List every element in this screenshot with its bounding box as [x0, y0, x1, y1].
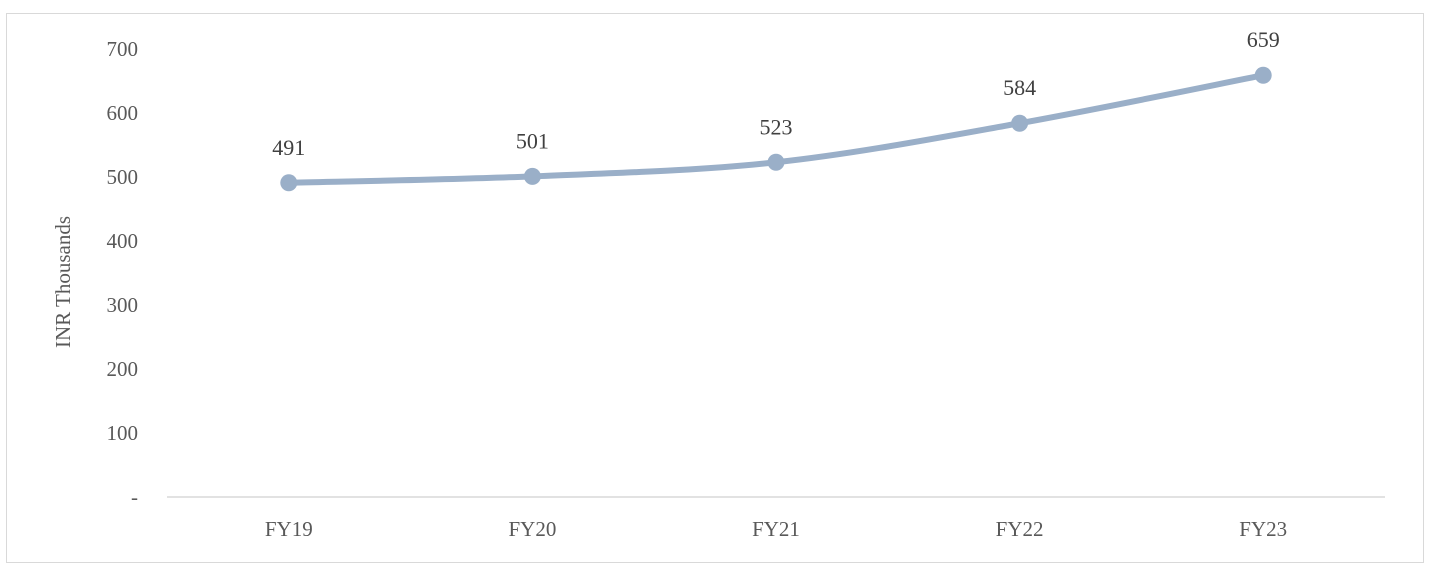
x-tick-label: FY21 — [752, 517, 800, 541]
y-axis-title: INR Thousands — [51, 216, 75, 348]
x-tick-label: FY23 — [1239, 517, 1287, 541]
y-tick-label: 600 — [107, 101, 139, 125]
y-axis-ticks: - 100 200 300 400 500 600 700 — [107, 37, 139, 509]
data-label: 491 — [272, 135, 305, 160]
data-points — [280, 66, 1272, 192]
x-axis-ticks: FY19 FY20 FY21 FY22 FY23 — [265, 517, 1287, 541]
x-tick-label: FY22 — [996, 517, 1044, 541]
data-point — [280, 174, 298, 192]
y-tick-label: 400 — [107, 229, 139, 253]
data-label: 501 — [516, 128, 549, 153]
y-tick-label: 700 — [107, 37, 139, 61]
chart-frame — [6, 13, 1424, 563]
y-tick-label: 500 — [107, 165, 139, 189]
y-tick-label: 100 — [107, 421, 139, 445]
data-point — [1011, 114, 1029, 132]
data-point — [523, 167, 541, 185]
data-point — [1254, 66, 1272, 84]
y-tick-label: 300 — [107, 293, 139, 317]
data-labels: 491 501 523 584 659 — [272, 27, 1279, 160]
data-label: 659 — [1247, 27, 1280, 52]
data-label: 584 — [1003, 75, 1036, 100]
x-tick-label: FY19 — [265, 517, 313, 541]
data-label: 523 — [760, 114, 793, 139]
x-tick-label: FY20 — [508, 517, 556, 541]
y-tick-label: - — [131, 485, 138, 509]
data-point — [767, 153, 785, 171]
y-tick-label: 200 — [107, 357, 139, 381]
